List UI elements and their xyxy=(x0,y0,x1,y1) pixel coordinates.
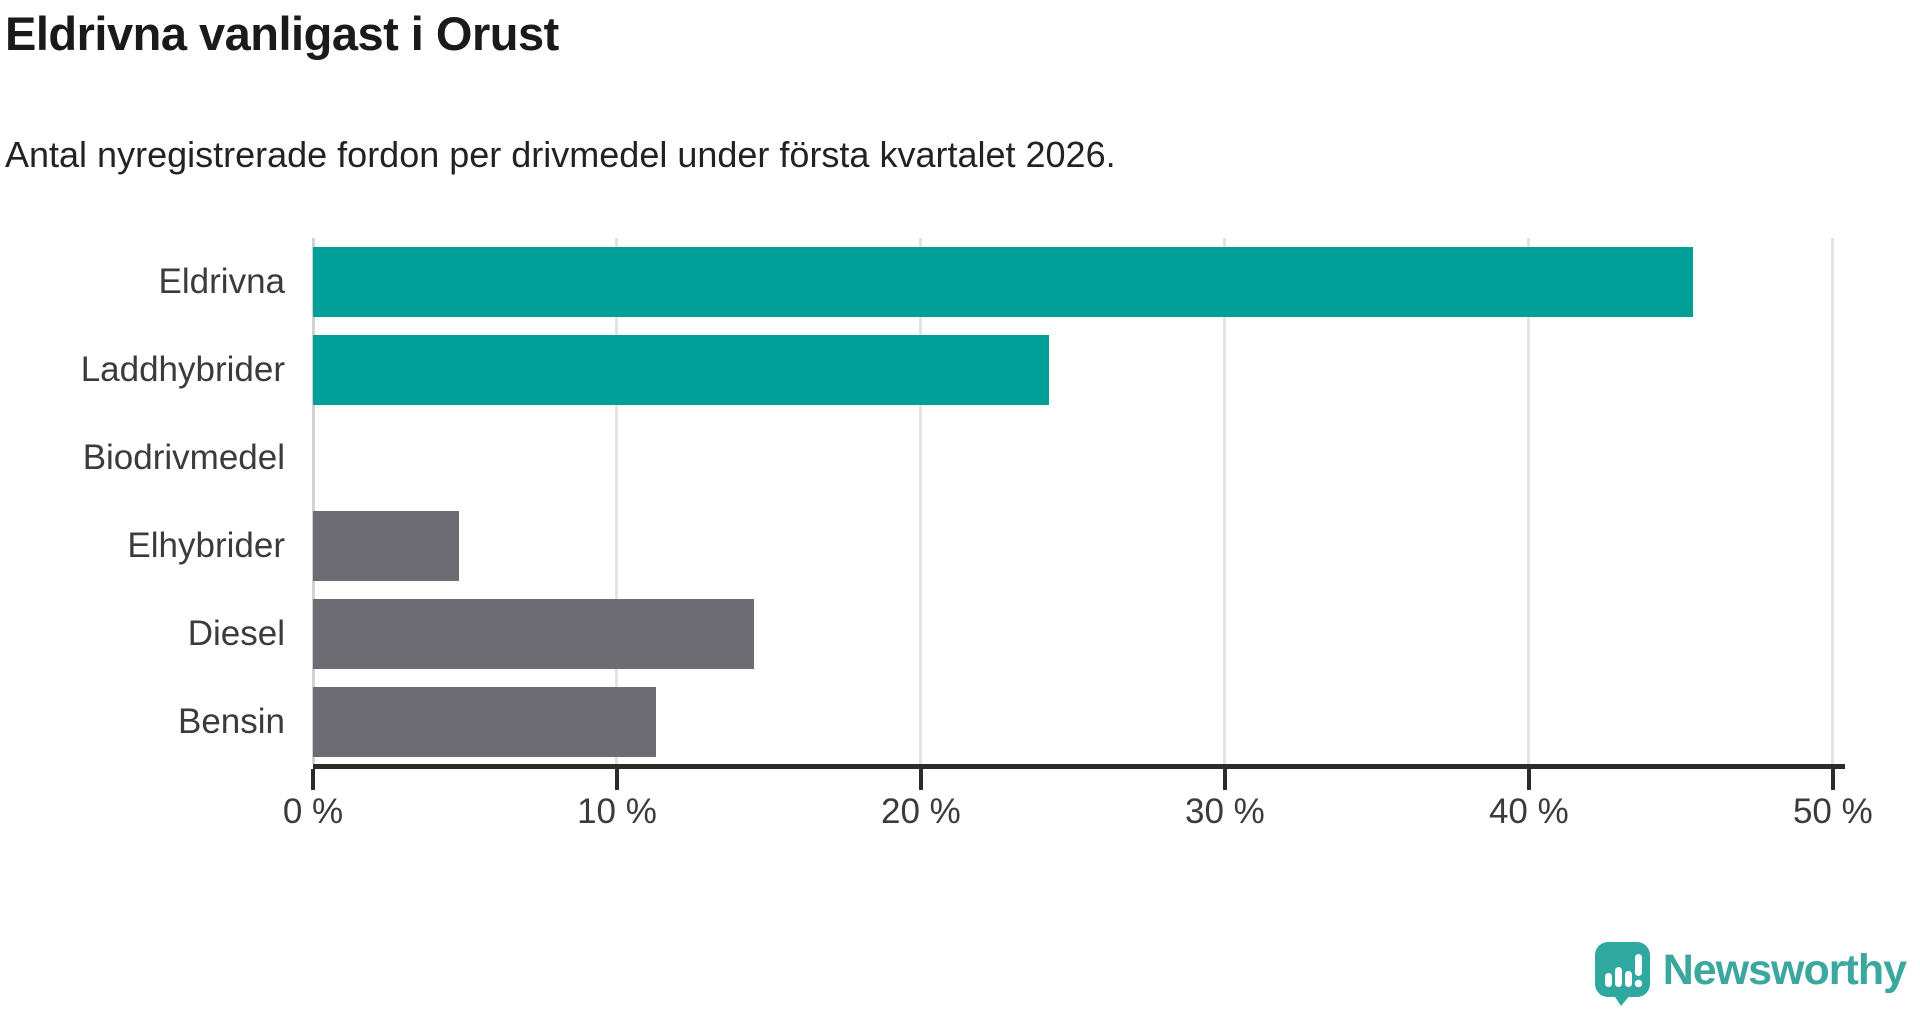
x-axis-tick xyxy=(918,769,923,790)
x-axis-tick xyxy=(1526,769,1531,790)
newsworthy-logo: Newsworthy xyxy=(1594,942,1907,1006)
category-label: Biodrivmedel xyxy=(82,438,285,477)
x-tick-label: 50 % xyxy=(1792,792,1873,831)
x-tick-label: 20 % xyxy=(881,792,961,831)
chart-subtitle: Antal nyregistrerade fordon per drivmede… xyxy=(5,134,1116,175)
bar-eldrivna xyxy=(313,247,1694,317)
bar-laddhybrider xyxy=(313,335,1049,405)
gridline xyxy=(919,238,923,764)
x-tick-label: 40 % xyxy=(1488,792,1569,831)
x-tick-label: 10 % xyxy=(577,792,657,831)
x-axis-tick xyxy=(614,769,619,790)
x-axis-tick xyxy=(311,769,315,790)
bar-diesel xyxy=(313,599,754,669)
gridline xyxy=(311,238,315,764)
gridline xyxy=(1223,238,1227,764)
newsworthy-wordmark: Newsworthy xyxy=(1662,946,1907,994)
x-axis-line xyxy=(313,764,1845,769)
category-label: Eldrivna xyxy=(158,262,285,301)
x-tick-label: 0 % xyxy=(282,792,344,831)
bar-bensin xyxy=(313,687,657,757)
category-label: Elhybrider xyxy=(127,526,285,565)
x-tick-label: 30 % xyxy=(1185,792,1265,831)
category-label: Diesel xyxy=(187,614,285,653)
newsworthy-icon xyxy=(1594,942,1650,1006)
chart-title: Eldrivna vanligast i Orust xyxy=(5,7,559,60)
x-axis-tick xyxy=(1830,769,1835,790)
bar-elhybrider xyxy=(313,511,459,581)
category-label: Laddhybrider xyxy=(80,350,285,389)
gridline xyxy=(1831,238,1835,764)
gridline xyxy=(1527,238,1531,764)
category-label: Bensin xyxy=(177,702,285,741)
x-axis-tick xyxy=(1222,769,1227,790)
gridline xyxy=(615,238,619,764)
